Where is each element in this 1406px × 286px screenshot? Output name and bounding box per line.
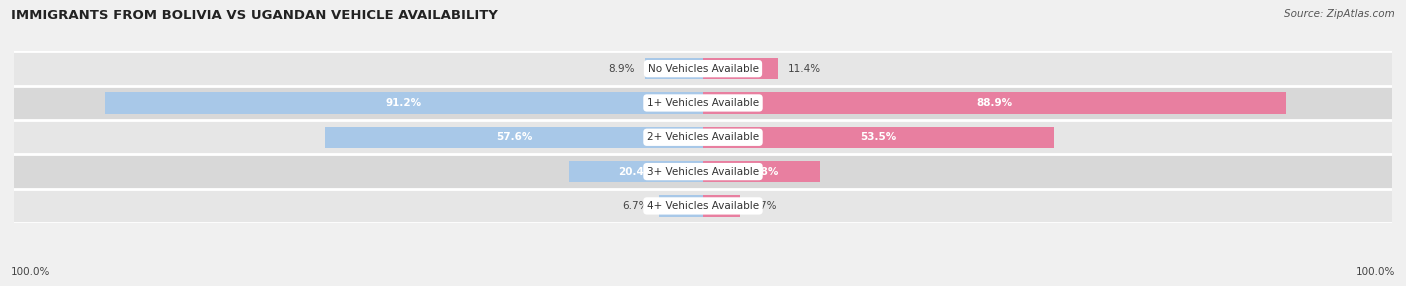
Bar: [703, 127, 1054, 148]
Bar: [659, 195, 703, 217]
Bar: [703, 161, 820, 182]
Bar: [644, 58, 703, 79]
Bar: [14, 120, 1392, 154]
Bar: [325, 127, 703, 148]
Bar: [14, 189, 1392, 223]
Text: 5.7%: 5.7%: [751, 201, 776, 211]
Text: Source: ZipAtlas.com: Source: ZipAtlas.com: [1284, 9, 1395, 19]
Text: 2+ Vehicles Available: 2+ Vehicles Available: [647, 132, 759, 142]
Text: 57.6%: 57.6%: [496, 132, 533, 142]
Text: 20.4%: 20.4%: [617, 167, 654, 176]
Text: 8.9%: 8.9%: [609, 64, 634, 74]
Bar: [14, 86, 1392, 120]
Text: No Vehicles Available: No Vehicles Available: [648, 64, 758, 74]
Text: IMMIGRANTS FROM BOLIVIA VS UGANDAN VEHICLE AVAILABILITY: IMMIGRANTS FROM BOLIVIA VS UGANDAN VEHIC…: [11, 9, 498, 21]
Text: 53.5%: 53.5%: [860, 132, 897, 142]
Bar: [14, 154, 1392, 189]
Text: 3+ Vehicles Available: 3+ Vehicles Available: [647, 167, 759, 176]
Text: 1+ Vehicles Available: 1+ Vehicles Available: [647, 98, 759, 108]
Bar: [703, 195, 741, 217]
Text: 11.4%: 11.4%: [787, 64, 821, 74]
Text: 100.0%: 100.0%: [11, 267, 51, 277]
Text: 91.2%: 91.2%: [385, 98, 422, 108]
Bar: [14, 51, 1392, 86]
Bar: [569, 161, 703, 182]
Text: 17.8%: 17.8%: [744, 167, 779, 176]
Text: 100.0%: 100.0%: [1355, 267, 1395, 277]
Text: 4+ Vehicles Available: 4+ Vehicles Available: [647, 201, 759, 211]
Bar: [703, 92, 1286, 114]
Bar: [703, 58, 778, 79]
Text: 6.7%: 6.7%: [623, 201, 650, 211]
Bar: [104, 92, 703, 114]
Text: 88.9%: 88.9%: [977, 98, 1012, 108]
